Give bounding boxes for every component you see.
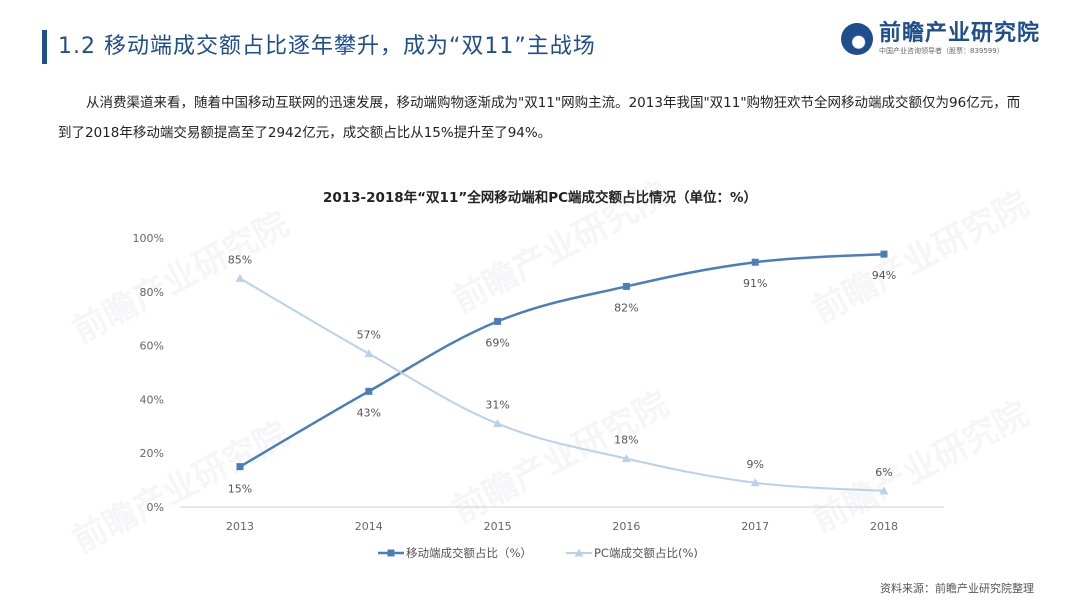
series-1-data-label: 94% — [872, 269, 896, 282]
series-line-2 — [239, 277, 885, 492]
x-tick-label: 2015 — [484, 520, 512, 533]
series-2-point — [879, 486, 889, 495]
x-tick-label: 2018 — [870, 520, 898, 533]
series-2-point — [235, 273, 245, 282]
series-1-point — [365, 387, 373, 395]
y-tick-label: 100% — [133, 232, 164, 245]
series-1-point — [622, 282, 630, 290]
source-note: 资料来源：前瞻产业研究院整理 — [880, 582, 1034, 595]
legend-label-series-2: PC端成交额占比(%) — [594, 546, 698, 560]
series-2-data-label: 18% — [614, 434, 638, 447]
logo-subtitle: 中国产业咨询领导者（股票：839599） — [878, 47, 1004, 55]
y-tick-label: 80% — [140, 286, 164, 299]
series-2-point — [493, 419, 503, 428]
series-2-data-label: 9% — [746, 458, 763, 471]
logo-name: 前瞻产业研究院 — [878, 21, 1040, 46]
x-tick-label: 2014 — [355, 520, 383, 533]
x-tick-label: 2016 — [612, 520, 640, 533]
legend-marker-series-1 — [387, 549, 395, 557]
series-1-point — [751, 258, 759, 266]
page-title: 1.2 移动端成交额占比逐年攀升，成为“双11”主战场 — [58, 34, 596, 59]
y-tick-label: 40% — [140, 393, 164, 406]
y-tick-label: 60% — [140, 340, 164, 353]
series-1-data-label: 15% — [228, 483, 252, 496]
series-2-point — [750, 478, 760, 487]
series-line-1 — [239, 252, 885, 468]
logo-icon — [840, 23, 873, 55]
series-2-data-label: 6% — [875, 466, 892, 479]
legend-marker-series-2 — [574, 548, 584, 557]
y-tick-label: 0% — [147, 501, 164, 514]
legend-label-series-1: 移动端成交额占比（%） — [406, 546, 532, 560]
series-1-data-label: 82% — [614, 301, 638, 314]
brand-logo: 前瞻产业研究院 中国产业咨询领导者（股票：839599） — [840, 21, 1040, 56]
chart-title: 2013-2018年“双11”全网移动端和PC端成交额占比情况（单位：%） — [322, 190, 758, 206]
x-tick-label: 2017 — [741, 520, 769, 533]
series-1-data-label: 69% — [485, 336, 509, 349]
series-2-data-label: 57% — [357, 329, 381, 342]
series-1-point — [494, 317, 502, 325]
title-accent-bar — [42, 30, 47, 64]
x-tick-label: 2013 — [226, 520, 254, 533]
series-1-data-label: 91% — [743, 277, 767, 290]
series-1-point — [880, 250, 888, 258]
series-1-point — [236, 463, 244, 471]
y-tick-label: 20% — [140, 447, 164, 460]
series-1-data-label: 43% — [357, 406, 381, 419]
series-2-data-label: 31% — [485, 399, 509, 412]
series-2-data-label: 85% — [228, 253, 252, 266]
series-2-point — [364, 349, 374, 358]
series-2-point — [621, 454, 631, 463]
intro-paragraph: 从消费渠道来看，随着中国移动互联网的迅速发展，移动端购物逐渐成为"双11"网购主… — [58, 95, 1021, 141]
